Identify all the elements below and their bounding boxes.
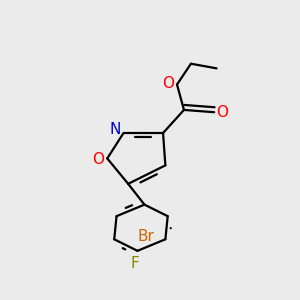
Text: O: O [162,76,174,91]
Text: O: O [92,152,104,167]
Text: F: F [131,256,140,271]
Text: N: N [110,122,121,137]
Text: Br: Br [137,230,154,244]
Text: O: O [216,105,228,120]
